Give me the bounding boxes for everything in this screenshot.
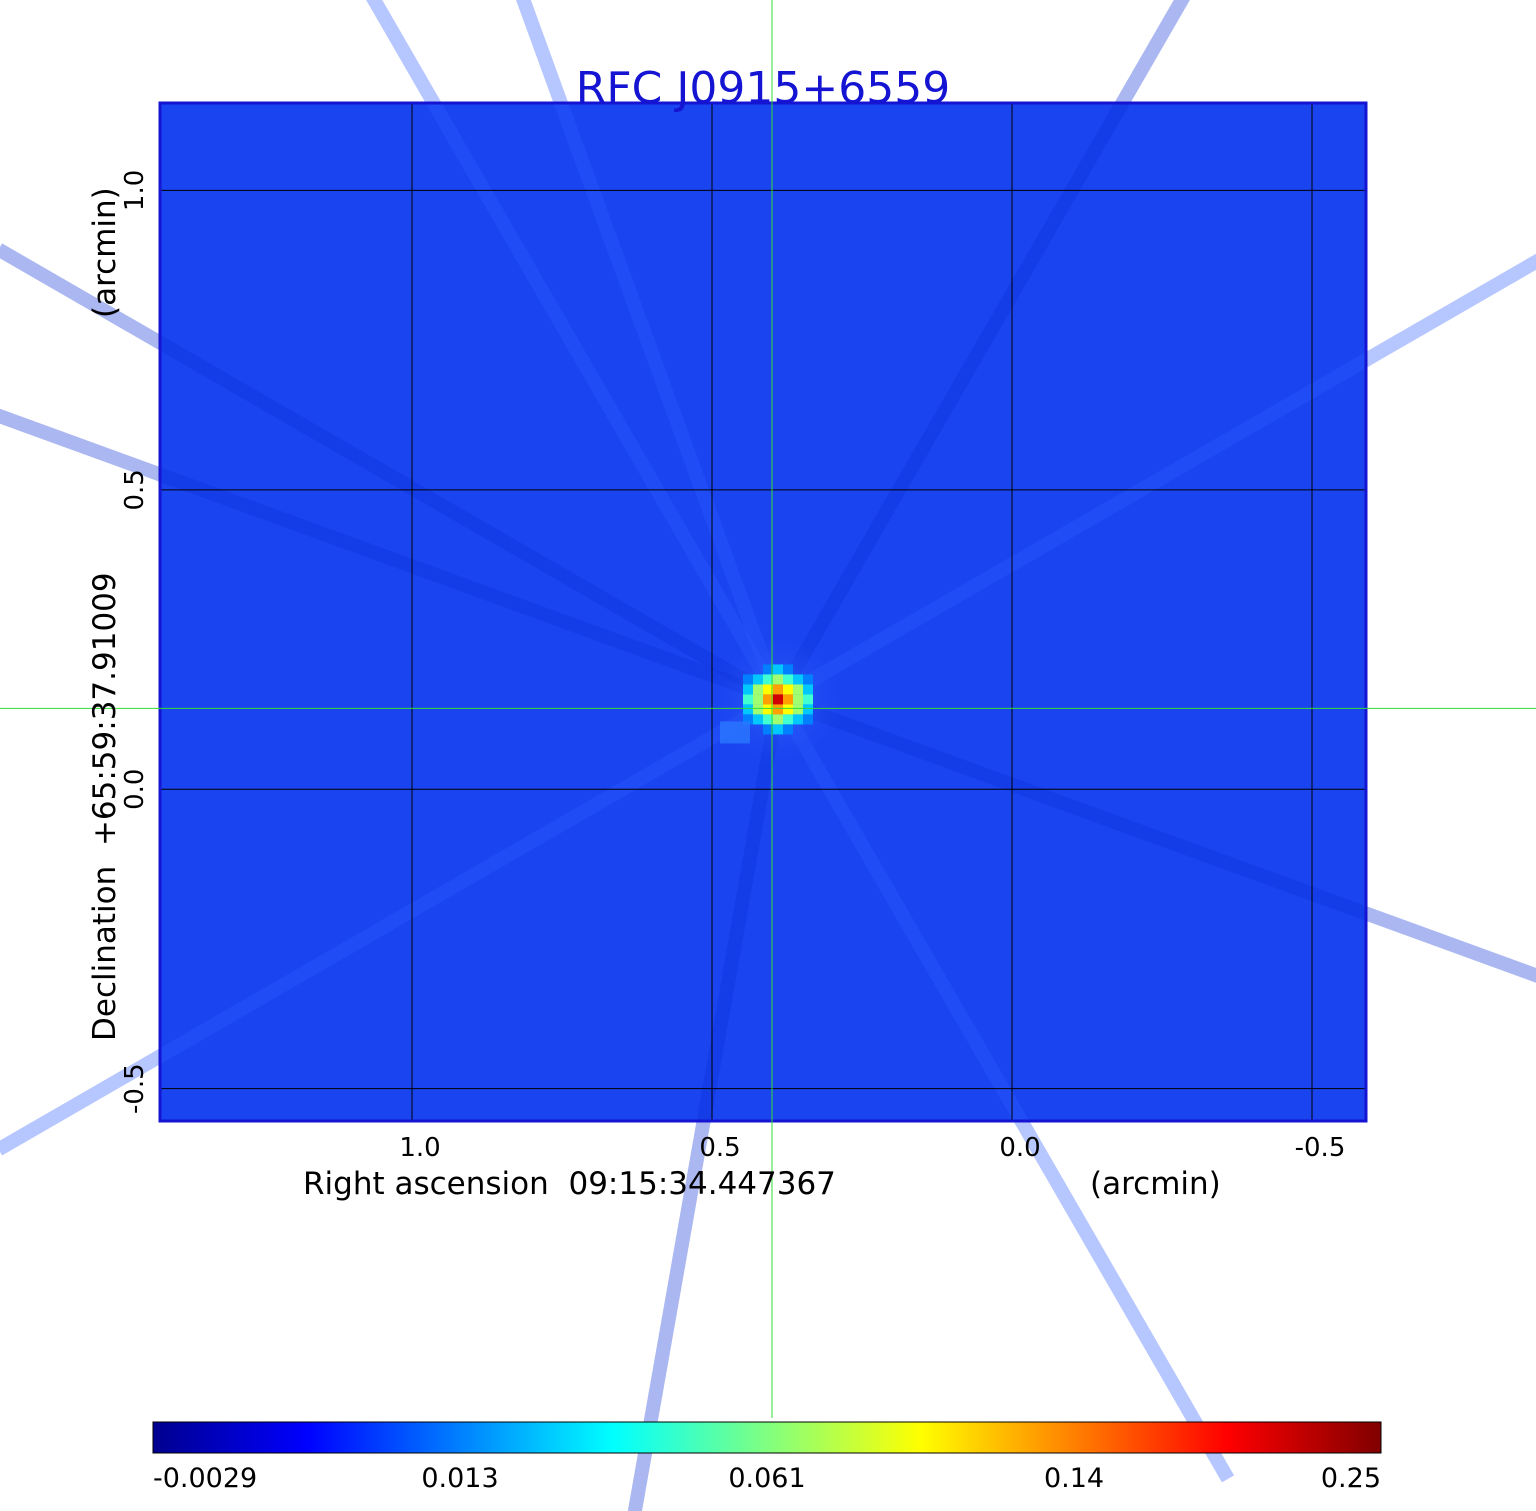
source-pixel (793, 684, 803, 695)
x-tick-label: 0.5 (699, 1133, 740, 1163)
y-tick-label: 0.0 (120, 769, 150, 810)
source-pixel (783, 664, 793, 675)
colorbar-tick-label: 0.061 (728, 1463, 805, 1494)
source-pixel (773, 684, 783, 695)
source-pixel (803, 694, 813, 705)
sidelobe-streak (774, 253, 1536, 706)
source-pixel (803, 704, 813, 715)
source-pixel (743, 714, 753, 725)
source-pixel (763, 674, 773, 685)
source-pixel (803, 674, 813, 685)
plot-frame (158, 101, 1368, 1123)
source-pixel (743, 684, 753, 695)
x-axis-label: Right ascension 09:15:34.447367 (303, 1166, 836, 1202)
source-extension (720, 721, 750, 744)
source-pixel (773, 664, 783, 675)
source-pixel (763, 714, 773, 725)
source-pixel (743, 674, 753, 685)
source-pixel (773, 724, 783, 735)
colorbar-tick-labels: -0.0029 0.013 0.061 0.14 0.25 (153, 1463, 1381, 1494)
y-tick-label: -0.5 (120, 1063, 150, 1114)
sidelobe-streak (0, 408, 781, 707)
source-pixel (763, 694, 773, 705)
source-pixel (773, 714, 783, 725)
source-pixel (763, 704, 773, 715)
x-tick-labels: 1.0 0.5 0.0 -0.5 (399, 1133, 1345, 1163)
source-pixel (753, 714, 763, 725)
colorbar-gradient (152, 1421, 1382, 1454)
colorbar (152, 1421, 1382, 1454)
source-blob (708, 629, 848, 770)
y-axis-unit: (arcmin) (87, 187, 123, 318)
source-pixel (793, 704, 803, 715)
source-pixel (773, 674, 783, 685)
source-pixel (793, 694, 803, 705)
y-tick-labels: 1.0 0.5 0.0 -0.5 (120, 170, 150, 1114)
source-pixel (783, 714, 793, 725)
y-axis-label: Declination +65:59:37.91009 (87, 572, 123, 1041)
x-tick-label: 1.0 (399, 1133, 440, 1163)
x-tick-label: -0.5 (1295, 1133, 1346, 1163)
source-pixel (793, 674, 803, 685)
sidelobe-streak (0, 243, 782, 706)
grid-lines (160, 103, 1366, 1121)
source-pixel (803, 714, 813, 725)
source-pixel (783, 684, 793, 695)
sidelobe-streak (771, 0, 1190, 703)
source-pixel (763, 684, 773, 695)
source-pixel (763, 724, 773, 735)
source-pixel (783, 694, 793, 705)
source-pixel (763, 664, 773, 675)
source-pixel (743, 704, 753, 715)
source-pixel (753, 684, 763, 695)
chart-title: RFC J0915+6559 (576, 63, 950, 114)
x-axis-unit: (arcmin) (1090, 1166, 1221, 1202)
source-pixel (803, 684, 813, 695)
image-background (160, 103, 1366, 1121)
sidelobe-streak (0, 693, 782, 1156)
source-pixel (773, 694, 783, 705)
crosshair (0, 0, 1536, 1418)
colorbar-tick-label: 0.14 (1044, 1463, 1104, 1494)
source-pixel (783, 674, 793, 685)
sidelobe-streak (366, 0, 785, 703)
source-pixel (753, 694, 763, 705)
source-pixel (753, 674, 763, 685)
y-tick-label: 0.5 (120, 469, 150, 510)
source-pixel (773, 704, 783, 715)
colorbar-tick-label: 0.013 (421, 1463, 498, 1494)
colorbar-tick-label: 0.25 (1321, 1463, 1381, 1494)
source-pixel (793, 714, 803, 725)
source-pixel (783, 724, 793, 735)
sidelobe-streak (515, 0, 785, 702)
source-pixel (753, 704, 763, 715)
x-tick-label: 0.0 (999, 1133, 1040, 1163)
y-tick-label: 1.0 (120, 170, 150, 211)
colorbar-tick-label: -0.0029 (153, 1463, 257, 1494)
source-pixel (743, 694, 753, 705)
sidelobe-streak (775, 692, 1536, 983)
source-pixel (783, 704, 793, 715)
